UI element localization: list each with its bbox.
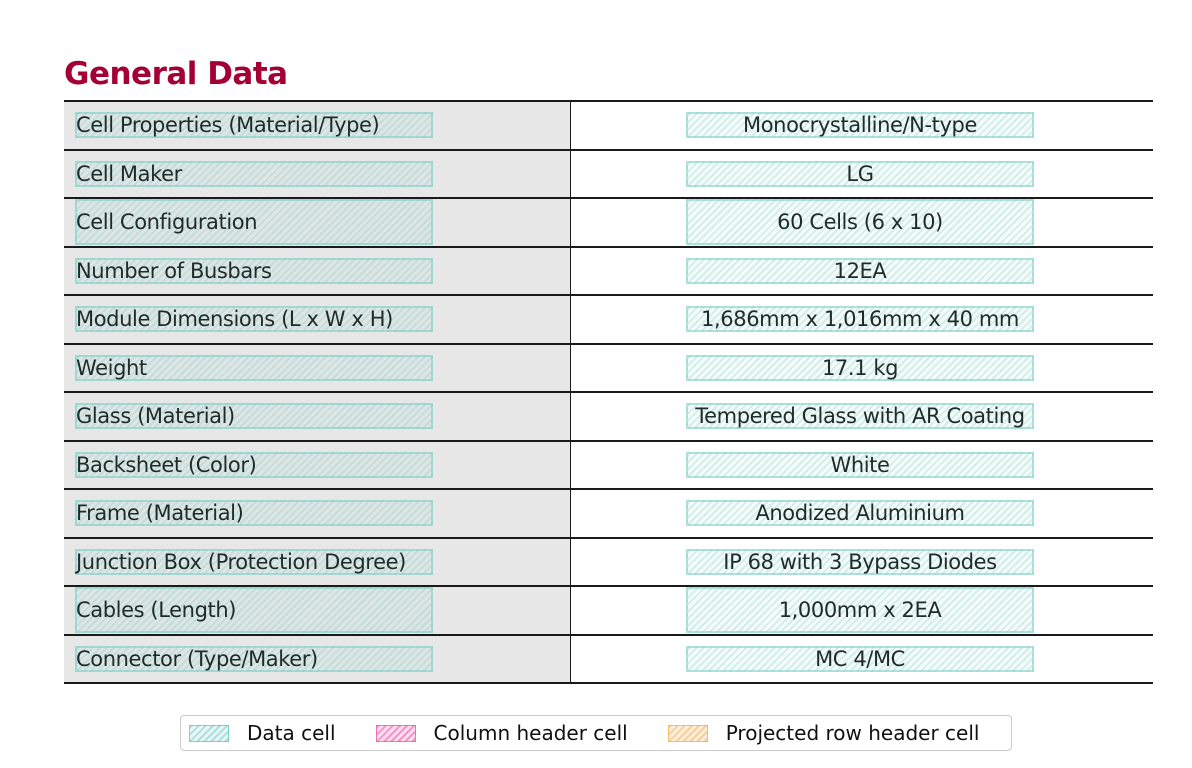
data-cell-highlight	[75, 160, 433, 187]
row-value: Anodized Aluminium	[755, 501, 965, 526]
row-label-cell: Number of Busbars	[64, 247, 571, 294]
row-label-cell: Connector (Type/Maker)	[64, 635, 571, 682]
row-label: Weight	[76, 355, 147, 380]
row-label-cell: Glass (Material)	[64, 393, 571, 440]
table-row: Connector (Type/Maker) MC 4/MC	[64, 635, 1153, 684]
row-value-cell: LG	[571, 150, 1153, 197]
data-cell-highlight	[686, 587, 1034, 634]
data-cell-highlight	[75, 500, 433, 527]
data-cell-highlight	[75, 645, 433, 672]
legend-item-data-cell: Data cell	[189, 721, 336, 745]
row-value: IP 68 with 3 Bypass Diodes	[723, 549, 997, 574]
row-value: White	[830, 452, 890, 477]
row-value: 12EA	[833, 258, 887, 283]
row-label-cell: Frame (Material)	[64, 490, 571, 537]
data-cell-highlight	[75, 354, 433, 381]
row-label-cell: Cell Properties (Material/Type)	[64, 102, 571, 149]
row-label-cell: Backsheet (Color)	[64, 441, 571, 488]
table-row: Frame (Material) Anodized Aluminium	[64, 490, 1153, 539]
row-label-cell: Cables (Length)	[64, 587, 571, 634]
data-cell-highlight	[686, 112, 1034, 139]
row-value-cell: Tempered Glass with AR Coating	[571, 393, 1153, 440]
data-cell-highlight	[686, 451, 1034, 478]
legend-item-row-header: Projected row header cell	[667, 721, 980, 745]
row-label: Frame (Material)	[76, 501, 244, 526]
data-cell-highlight	[686, 500, 1034, 527]
spec-table: Cell Properties (Material/Type) Monocryst…	[64, 100, 1153, 684]
row-label-cell: Cell Maker	[64, 150, 571, 197]
legend-label: Data cell	[247, 721, 336, 745]
row-label: Module Dimensions (L x W x H)	[76, 307, 393, 332]
row-value: 17.1 kg	[821, 355, 899, 380]
data-cell-highlight	[75, 451, 433, 478]
row-label: Number of Busbars	[76, 258, 272, 283]
table-row: Cables (Length) 1,000mm x 2EA	[64, 587, 1153, 636]
table-row: Cell Properties (Material/Type) Monocryst…	[64, 102, 1153, 151]
row-value-cell: MC 4/MC	[571, 635, 1153, 682]
row-value-cell: White	[571, 441, 1153, 488]
legend-item-column-header: Column header cell	[375, 721, 628, 745]
data-cell-highlight	[686, 160, 1034, 187]
data-cell-highlight	[75, 257, 433, 284]
section-title: General Data	[64, 56, 288, 92]
legend-swatch	[375, 724, 416, 742]
legend: Data cell Column header cell Projected row…	[180, 715, 1012, 751]
row-label-cell: Cell Configuration	[64, 199, 571, 246]
table-row: Cell Maker LG	[64, 150, 1153, 199]
data-cell-highlight	[686, 548, 1034, 575]
row-value: Tempered Glass with AR Coating	[695, 404, 1025, 429]
data-cell-highlight	[686, 257, 1034, 284]
table-row: Cell Configuration 60 Cells (6 x 10)	[64, 199, 1153, 248]
table-row: Module Dimensions (L x W x H) 1,686mm x 1…	[64, 296, 1153, 345]
row-label: Junction Box (Protection Degree)	[76, 549, 406, 574]
row-value-cell: IP 68 with 3 Bypass Diodes	[571, 538, 1153, 585]
legend-swatch	[667, 724, 708, 742]
row-value: 1,000mm x 2EA	[778, 598, 942, 623]
row-label: Connector (Type/Maker)	[76, 646, 318, 671]
row-value: MC 4/MC	[815, 646, 905, 671]
legend-label: Projected row header cell	[725, 721, 980, 745]
data-cell-highlight	[75, 548, 433, 575]
data-cell-highlight	[75, 587, 433, 634]
row-label: Cables (Length)	[76, 598, 237, 623]
data-cell-highlight	[686, 306, 1034, 333]
row-value-cell: 1,000mm x 2EA	[571, 587, 1153, 634]
row-value-cell: 1,686mm x 1,016mm x 40 mm	[571, 296, 1153, 343]
data-cell-highlight	[75, 306, 433, 333]
table-row: Glass (Material) Tempered Glass with AR C…	[64, 393, 1153, 442]
row-value: 60 Cells (6 x 10)	[777, 210, 943, 235]
table-row: Backsheet (Color) White	[64, 441, 1153, 490]
row-value-cell: Anodized Aluminium	[571, 490, 1153, 537]
data-cell-highlight	[75, 112, 433, 139]
row-value-cell: 17.1 kg	[571, 344, 1153, 391]
data-cell-highlight	[686, 354, 1034, 381]
row-label-cell: Junction Box (Protection Degree)	[64, 538, 571, 585]
row-value: Monocrystalline/N-type	[743, 113, 977, 138]
legend-label: Column header cell	[433, 721, 628, 745]
row-value-cell: 60 Cells (6 x 10)	[571, 199, 1153, 246]
legend-swatch	[189, 724, 229, 742]
data-cell-highlight	[686, 403, 1034, 430]
row-value: LG	[846, 161, 874, 186]
table-row: Number of Busbars 12EA	[64, 247, 1153, 296]
data-cell-highlight	[686, 645, 1034, 672]
row-label: Cell Properties (Material/Type)	[76, 113, 380, 138]
row-label: Backsheet (Color)	[76, 452, 257, 477]
row-label-cell: Weight	[64, 344, 571, 391]
data-cell-highlight	[75, 199, 433, 246]
row-value: 1,686mm x 1,016mm x 40 mm	[701, 307, 1019, 332]
data-cell-highlight	[75, 403, 433, 430]
data-cell-highlight	[686, 199, 1034, 246]
row-label: Cell Maker	[76, 161, 182, 186]
row-label: Cell Configuration	[76, 210, 258, 235]
table-row: Weight 17.1 kg	[64, 344, 1153, 393]
row-value-cell: Monocrystalline/N-type	[571, 102, 1153, 149]
row-label: Glass (Material)	[76, 404, 235, 429]
row-value-cell: 12EA	[571, 247, 1153, 294]
row-label-cell: Module Dimensions (L x W x H)	[64, 296, 571, 343]
table-row: Junction Box (Protection Degree) IP 68 wi…	[64, 538, 1153, 587]
